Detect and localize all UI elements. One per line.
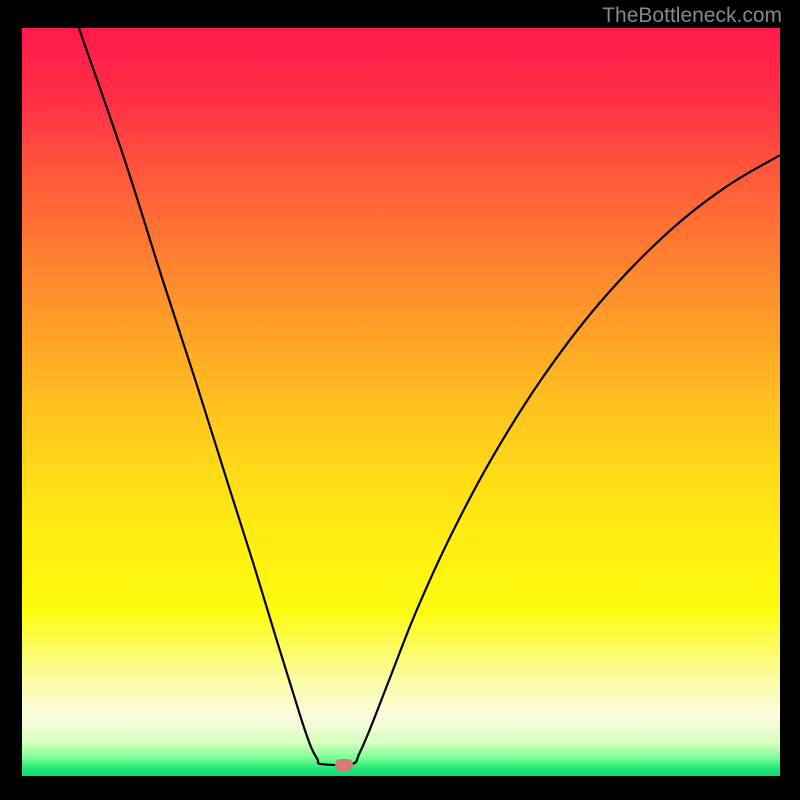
optimal-point-marker: [335, 759, 353, 771]
plot-area: [22, 28, 780, 776]
watermark-text: TheBottleneck.com: [602, 4, 782, 28]
bottleneck-curve: [22, 28, 780, 776]
